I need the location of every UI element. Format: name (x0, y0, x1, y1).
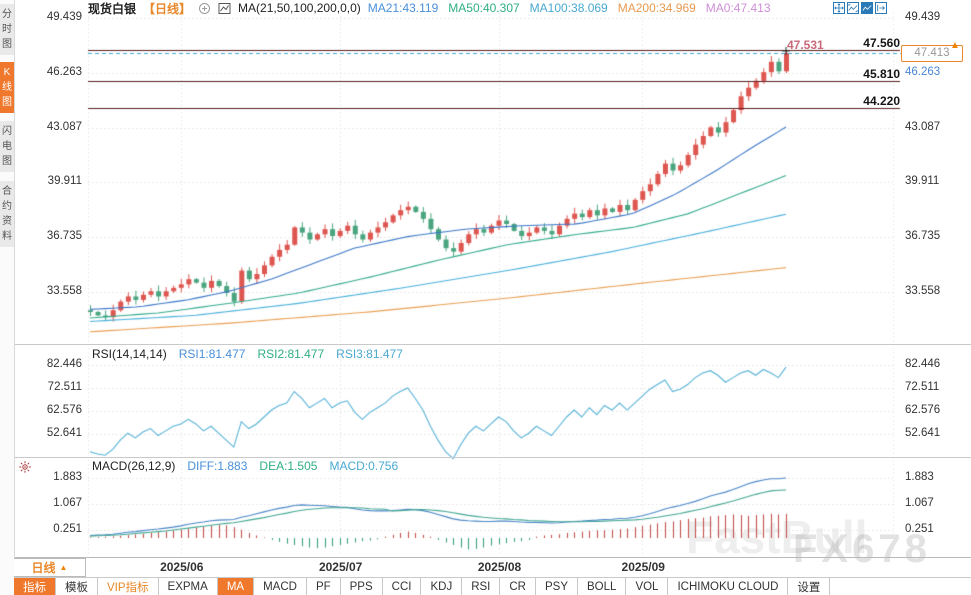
indicator-tab-指标[interactable]: 指标 (14, 578, 56, 595)
rsi-macd-divider (14, 457, 971, 458)
macd-value: DEA:1.505 (259, 459, 318, 473)
indicator-toolbar: 指标 模板 VIP指标 EXPMA MA MACD PF PPS CCI KDJ RSI CR PSY B… (14, 578, 971, 595)
ma-values: MA21:43.119 MA50:40.307 MA100:38.069 MA200:… (368, 1, 771, 15)
sidebar-tab-timeshare[interactable]: 分时图 (0, 4, 14, 55)
pan-icon[interactable] (833, 2, 845, 14)
indicator-tab-BOLL[interactable]: BOLL (578, 578, 627, 595)
ma-value: MA21:43.119 (367, 1, 439, 15)
indicator-tab-PSY[interactable]: PSY (536, 578, 579, 595)
period-tag: 【日线】 (143, 1, 192, 16)
indicator-tab-EXPMA[interactable]: EXPMA (159, 578, 218, 595)
circle-plus-icon[interactable] (198, 2, 211, 15)
ma-value: MA200:34.969 (617, 1, 696, 15)
indicator-tab-设置[interactable]: 设置 (788, 578, 831, 595)
goto-latest-icon[interactable] (875, 2, 887, 14)
indicator-tab-PPS[interactable]: PPS (341, 578, 383, 595)
rsi-panel-header: RSI(14,14,14) RSI1:81.477 RSI2:81.477 RSI3… (92, 347, 403, 361)
indicator-tab-PF[interactable]: PF (307, 578, 341, 595)
indicator-tab-MACD[interactable]: MACD (254, 578, 307, 595)
chart-toolbar-icons (833, 2, 887, 14)
toolbar-divider (14, 577, 971, 578)
ma-value: MA100:38.069 (529, 1, 608, 15)
rsi-value: RSI2:81.477 (257, 347, 325, 361)
period-selector-label: 日线 (31, 561, 56, 575)
macd-value: DIFF:1.883 (187, 459, 248, 473)
indicator-tab-CR[interactable]: CR (500, 578, 536, 595)
indicator-tab-模板[interactable]: 模板 (56, 578, 98, 595)
rsi-value: RSI3:81.477 (336, 347, 403, 361)
indicator-tab-VIP指标[interactable]: VIP指标 (98, 578, 159, 595)
indicator-tab-KDJ[interactable]: KDJ (421, 578, 463, 595)
sidebar-tab-lightning[interactable]: 闪电图 (0, 121, 14, 172)
period-selector[interactable]: 日线 ▲ (14, 558, 86, 577)
macd-value: MACD:0.756 (329, 459, 399, 473)
current-price-arrow-icon: ▲ (950, 40, 960, 51)
indicator-tab-ICHIMOKU CLOUD[interactable]: ICHIMOKU CLOUD (668, 578, 789, 595)
sun-icon[interactable] (18, 460, 32, 479)
indicator-tab-VOL[interactable]: VOL (626, 578, 669, 595)
zoom-region-icon[interactable] (847, 2, 859, 14)
left-sidebar: 分时图 K线图 闪电图 合约资料 (0, 0, 15, 595)
indicator-tab-MA[interactable]: MA (217, 578, 255, 595)
rsi-value: RSI1:81.477 (178, 347, 246, 361)
rsi-title: RSI(14,14,14) (92, 347, 167, 361)
sidebar-tab-contract-info[interactable]: 合约资料 (0, 181, 14, 247)
symbol-name: 现货白银 (88, 1, 137, 16)
macd-panel-header: MACD(26,12,9) DIFF:1.883 DEA:1.505 MACD:0.… (92, 459, 398, 473)
chevron-up-icon: ▲ (59, 563, 68, 572)
xaxis-divider (14, 557, 971, 558)
kline-mode-icon[interactable] (861, 2, 873, 14)
ma-indicator-icon[interactable] (218, 2, 231, 15)
macd-title: MACD(26,12,9) (92, 459, 176, 473)
ma-value: MA0:47.413 (705, 1, 771, 15)
indicator-tab-CCI[interactable]: CCI (383, 578, 422, 595)
chart-header: 现货白银 【日线】 MA(21,50,100,200,0,0) MA21:43.… (88, 0, 771, 16)
indicator-tab-RSI[interactable]: RSI (462, 578, 501, 595)
ma-value: MA50:40.307 (448, 1, 520, 15)
sidebar-tab-kline[interactable]: K线图 (0, 62, 14, 113)
main-rsi-divider (14, 344, 971, 345)
ma-settings-label: MA(21,50,100,200,0,0) (238, 1, 361, 15)
